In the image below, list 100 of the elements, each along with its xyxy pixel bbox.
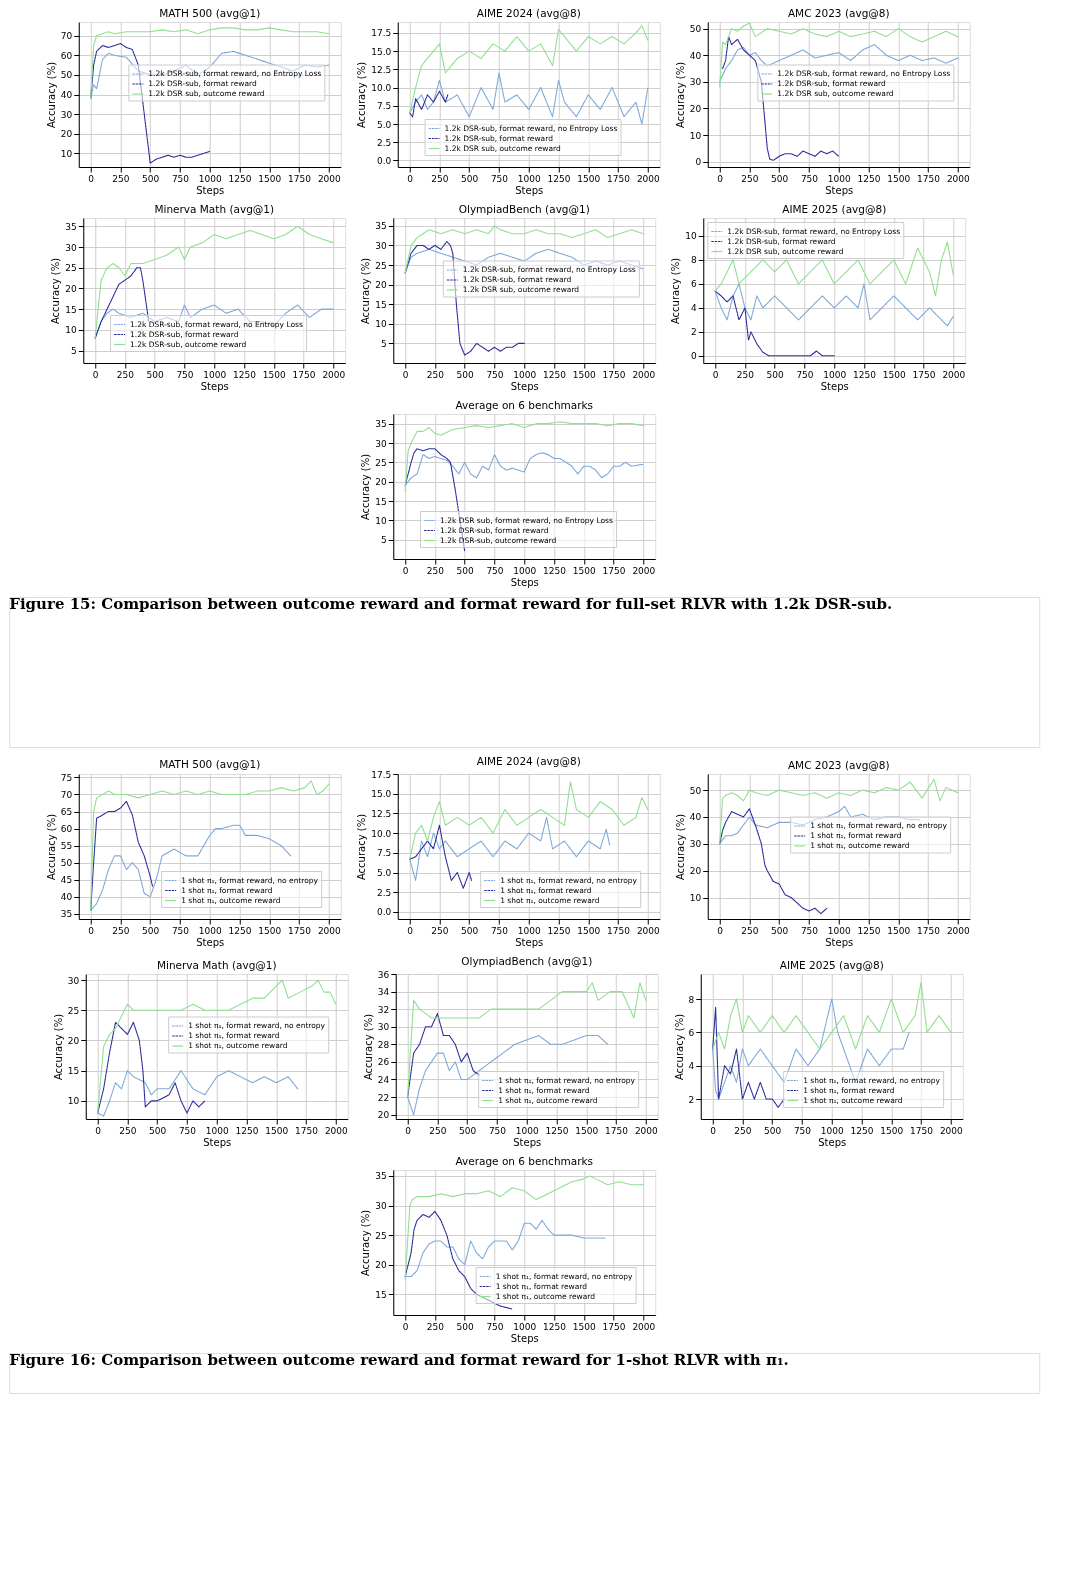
y-tick-label: 25 [375,260,387,271]
line-series [409,90,449,118]
x-tick-label: 1000 [513,565,537,576]
y-tick-label: 10 [375,319,388,330]
x-tick-label: 1500 [262,369,287,380]
line-series [90,50,330,99]
y-tick-label: 4 [688,1061,695,1072]
y-tick-label: 26 [377,1057,390,1068]
y-tick-label: 70 [60,31,73,42]
x-tick-label: 250 [736,369,755,380]
line-series [94,225,334,339]
y-tick-label: 8 [691,255,698,266]
y-tick-label: 50 [689,785,702,796]
line-series [712,981,952,1050]
y-tick-label: 25 [67,1005,80,1016]
y-tick-label: 0.0 [376,907,392,918]
y-tick-label: 10 [689,893,702,904]
x-tick-label: 1000 [517,925,541,936]
y-tick-label: 0 [695,157,702,168]
chart-title: OlympiadBench (avg@1) [458,202,590,215]
x-tick-label: 2000 [946,925,971,936]
y-tick-label: 45 [60,875,73,886]
y-tick-label: 10.0 [371,83,392,94]
x-tick-label: 1250 [545,1125,569,1136]
y-tick-label: 2 [688,1094,695,1105]
y-axis-title: Accuracy (%) [45,61,57,129]
x-axis-title: Steps [203,1136,232,1148]
y-tick-label: 30 [377,1022,390,1033]
y-tick-label: 35 [375,419,387,430]
y-tick-label: 15 [65,304,77,315]
y-tick-label: 7.5 [376,101,392,112]
x-tick-label: 750 [171,925,190,936]
x-tick-label: 1500 [572,1321,597,1332]
y-tick-label: 55 [60,841,73,852]
y-tick-label: 30 [375,240,388,251]
chart-title: AMC 2023 (avg@8) [787,758,890,771]
x-tick-label: 1250 [857,173,881,184]
line-series [407,982,647,1098]
x-tick-label: 500 [142,925,160,936]
x-axis-title: Steps [515,936,544,948]
x-tick-label: 2000 [322,369,346,380]
y-tick-label: 7.5 [376,848,392,859]
x-tick-label: 1750 [602,1321,626,1332]
y-tick-label: 2.5 [376,887,392,898]
x-tick-label: 1250 [543,369,567,380]
line-series [409,824,473,889]
x-tick-label: 1750 [917,173,941,184]
y-tick-label: 12.5 [371,808,392,819]
x-tick-label: 1750 [910,1125,934,1136]
x-tick-label: 750 [796,369,814,380]
y-axis-title: Accuracy (%) [360,1209,372,1277]
y-axis-title: Accuracy (%) [360,453,372,521]
caption: Figure 16: Comparison between outcome reward and format reward for 1-shot RLVR with π₁. [9,1351,789,1369]
x-tick-label: 1250 [233,369,257,380]
y-tick-label: 10.0 [371,828,392,839]
y-tick-label: 60 [60,824,73,835]
x-tick-label: 250 [426,369,445,380]
chart-title: AIME 2024 (avg@8) [476,6,581,19]
y-tick-label: 15 [375,1289,387,1300]
x-tick-label: 500 [456,565,475,576]
x-tick-label: 0 [712,369,719,380]
x-tick-label: 1500 [887,173,911,184]
x-tick-label: 0 [402,1321,409,1332]
x-axis-title: Steps [510,380,539,392]
line-series [407,1013,480,1098]
x-tick-label: 0 [95,1125,102,1136]
x-axis-title: Steps [196,936,225,948]
x-tick-label: 750 [793,1125,812,1136]
x-tick-label: 500 [146,369,165,380]
line-series [719,22,959,88]
x-tick-label: 1500 [572,565,597,576]
x-tick-label: 1750 [605,1125,629,1136]
line-series [712,1006,785,1108]
x-tick-label: 1000 [198,173,222,184]
x-tick-label: 1500 [880,1125,904,1136]
x-tick-label: 0 [407,173,414,184]
line-series [409,781,649,860]
y-tick-label: 0.0 [376,155,392,166]
y-axis-title: Accuracy (%) [356,813,368,881]
x-tick-label: 1000 [517,173,541,184]
x-tick-label: 1500 [575,1125,599,1136]
y-tick-label: 20 [65,283,78,294]
y-tick-label: 20 [60,129,73,140]
x-tick-label: 1250 [228,173,252,184]
x-tick-label: 1000 [198,925,222,936]
x-tick-label: 1000 [827,925,851,936]
x-tick-label: 0 [88,173,95,184]
y-tick-label: 2 [691,327,697,338]
x-axis-title: Steps [818,1136,847,1148]
y-tick-label: 25 [375,1230,387,1241]
x-tick-label: 750 [490,173,509,184]
x-axis-title: Steps [825,936,854,948]
x-tick-label: 2000 [942,369,966,380]
y-tick-label: 50 [60,858,73,869]
x-tick-label: 1250 [547,173,571,184]
x-tick-label: 1000 [205,1125,229,1136]
y-tick-label: 32 [377,1004,390,1015]
y-tick-label: 28 [377,1039,390,1050]
x-tick-label: 750 [488,1125,507,1136]
y-tick-label: 30 [375,1201,388,1212]
